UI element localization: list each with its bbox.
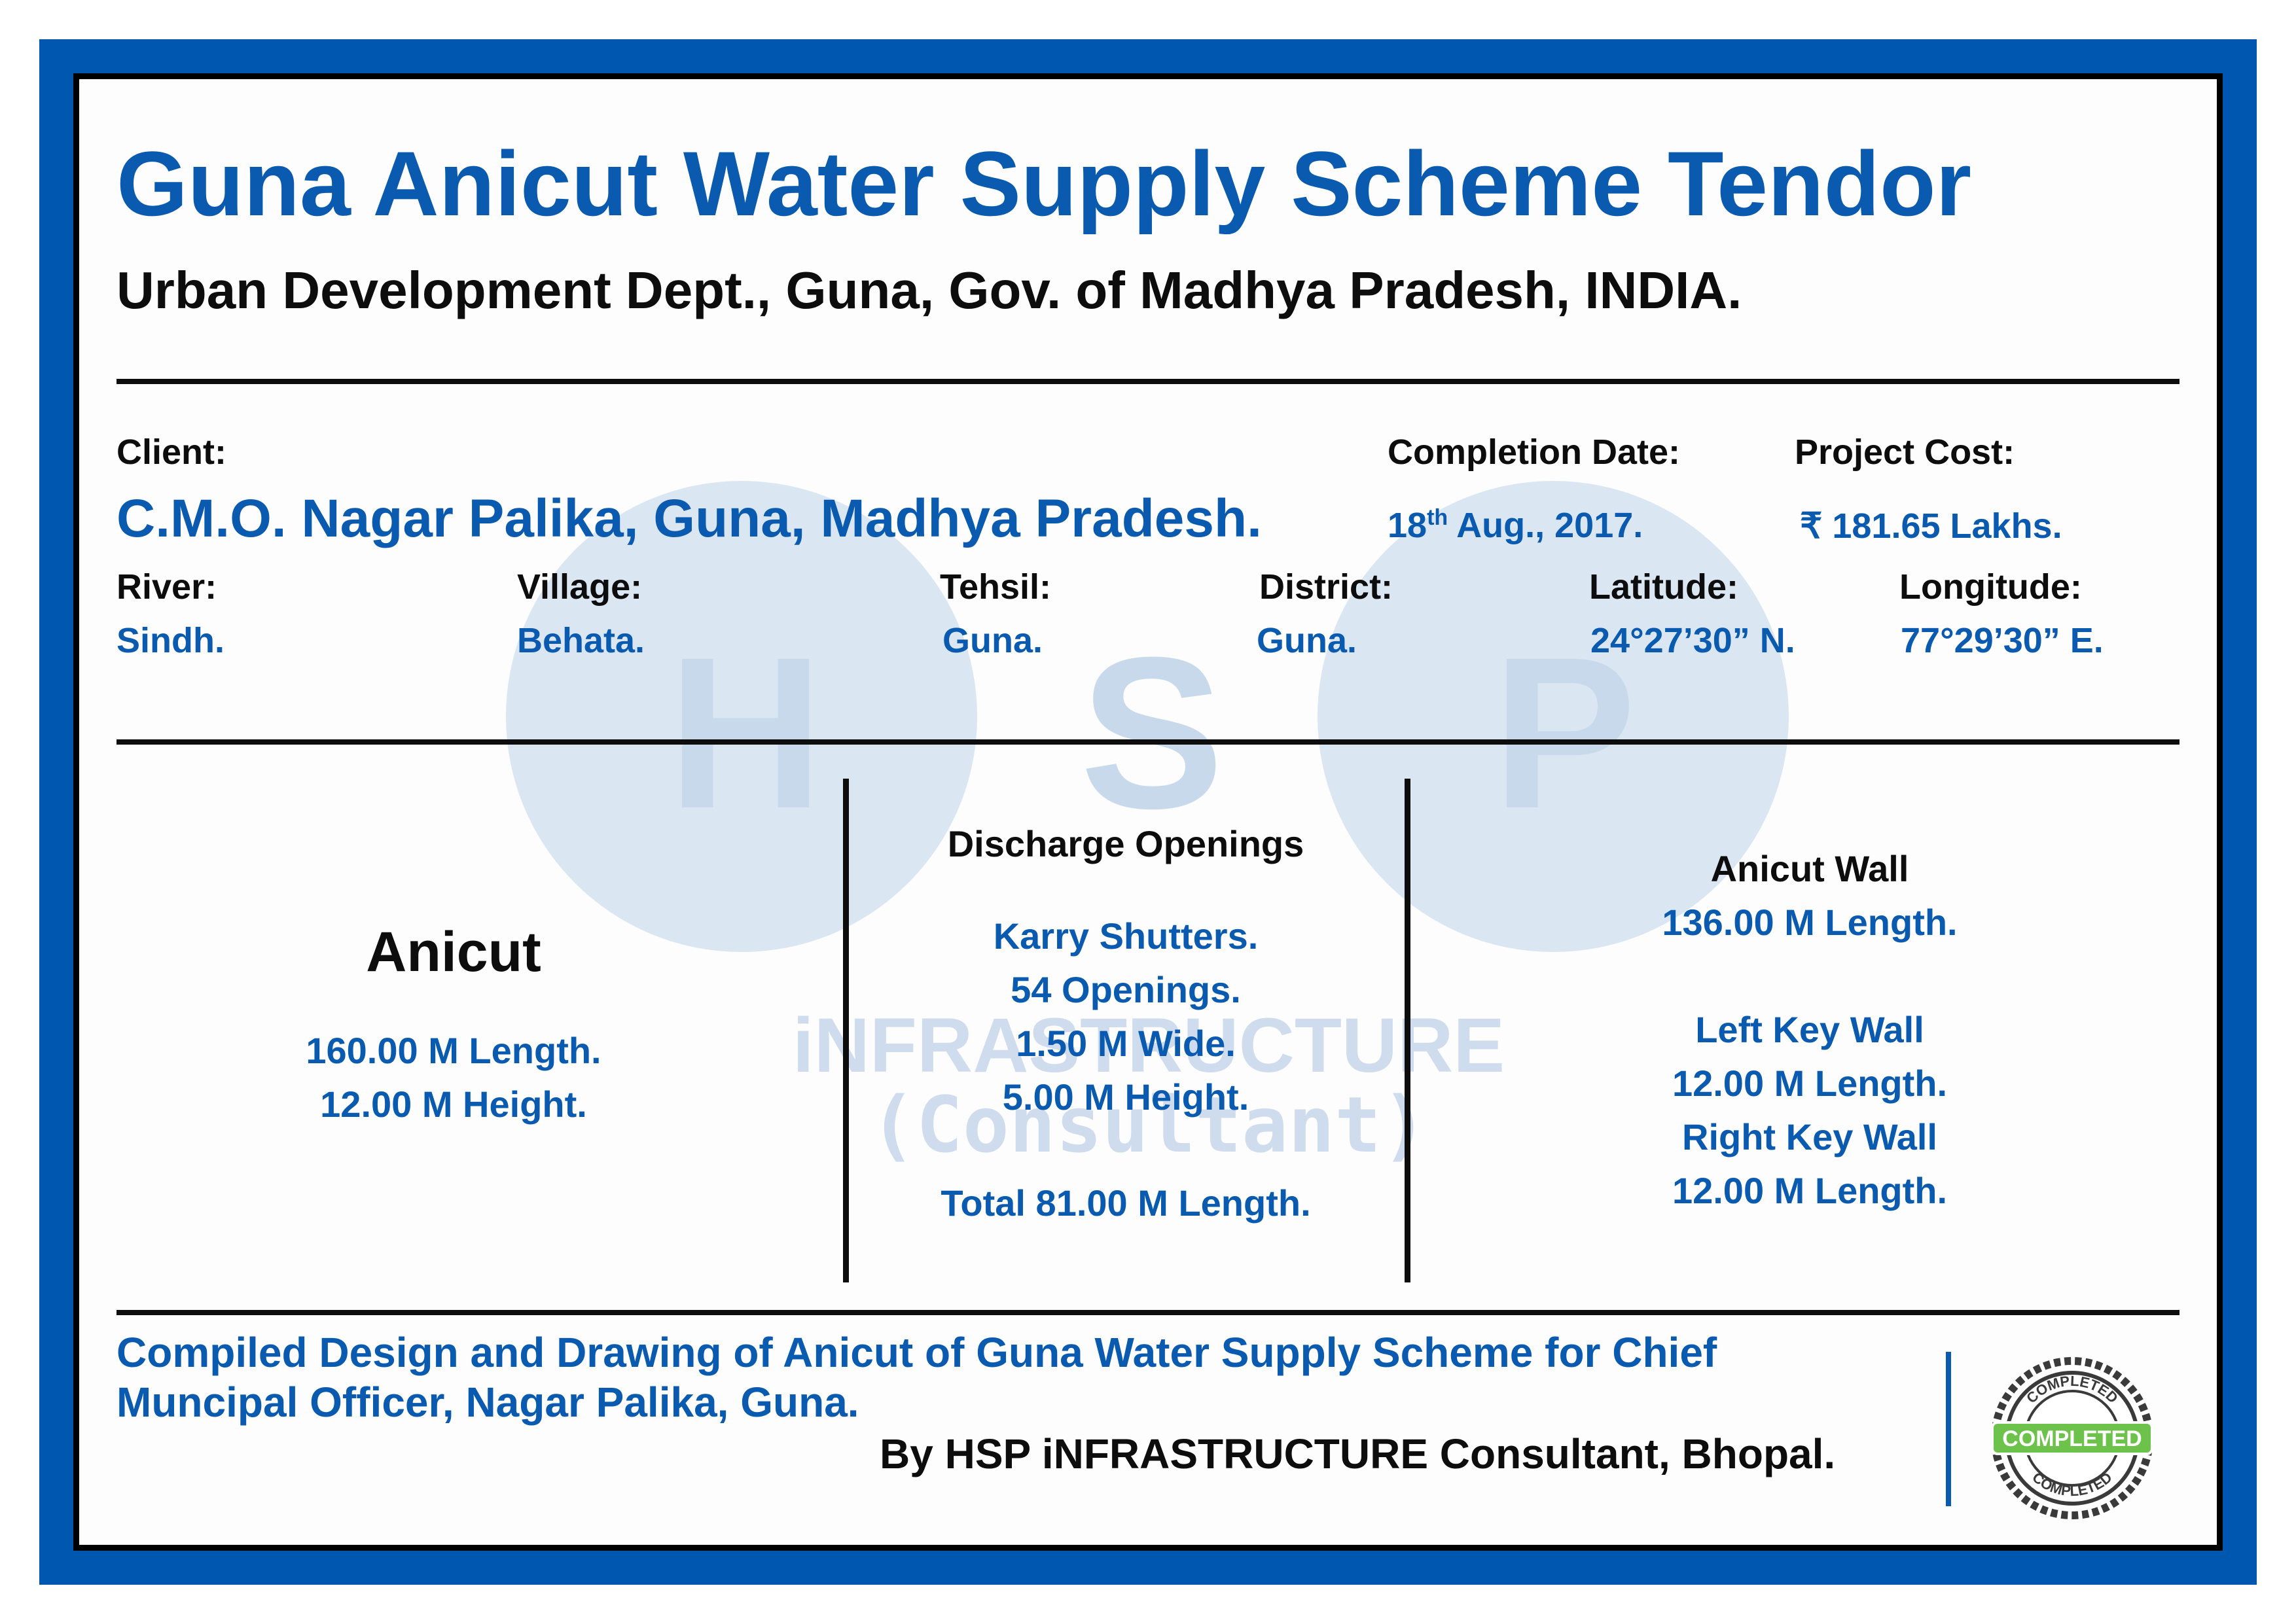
footer-description-line1: Compiled Design and Drawing of Anicut of…: [117, 1329, 1717, 1376]
anicut-section: Anicut 160.00 M Length. 12.00 M Height.: [117, 913, 791, 1131]
completion-date-label: Completion Date:: [1388, 432, 1681, 472]
completion-day: 18: [1388, 506, 1427, 545]
discharge-heading: Discharge Openings: [947, 823, 1304, 864]
seal-banner-text: COMPLETED: [2002, 1426, 2142, 1451]
divider-bottom: [117, 1310, 2179, 1315]
village-value: Behata.: [517, 621, 645, 660]
seal-banner: [1991, 1421, 2153, 1455]
watermark-circle-h: [506, 481, 977, 952]
anicut-wall-section: Anicut Wall 136.00 M Length. Left Key Wa…: [1414, 842, 2206, 1218]
project-cost-label: Project Cost:: [1795, 432, 2015, 472]
latitude-label: Latitude:: [1589, 567, 1738, 607]
anicut-wall-length: 136.00 M Length.: [1662, 902, 1958, 943]
client-label: Client:: [117, 432, 226, 472]
discharge-line-wide: 1.50 M Wide.: [1016, 1023, 1236, 1064]
longitude-label: Longitude:: [1899, 567, 2082, 607]
discharge-line-height: 5.00 M Height.: [1002, 1076, 1249, 1118]
client-value: C.M.O. Nagar Palika, Guna, Madhya Prades…: [117, 489, 1262, 548]
page-title: Guna Anicut Water Supply Scheme Tendor: [117, 132, 1972, 235]
anicut-heading: Anicut: [366, 921, 541, 983]
discharge-line-openings: 54 Openings.: [1011, 969, 1241, 1010]
discharge-line-shutters: Karry Shutters.: [993, 915, 1259, 957]
river-label: River:: [117, 567, 217, 607]
divider-middle: [117, 739, 2179, 745]
divider-top: [117, 379, 2179, 384]
page-subtitle: Urban Development Dept., Guna, Gov. of M…: [117, 261, 1742, 319]
footer-description-line2: Muncipal Officer, Nagar Palika, Guna.: [117, 1379, 859, 1426]
left-key-wall-heading: Left Key Wall: [1695, 1009, 1924, 1050]
completed-seal-icon: COMPLETED COMPLETED COMPLETED: [1991, 1357, 2153, 1519]
completion-month-year: Aug., 2017.: [1448, 506, 1643, 545]
watermark-consultant: (Consultant): [869, 1080, 1428, 1170]
watermark-letter-p: P: [1492, 612, 1637, 853]
seal-divider: [1946, 1352, 1951, 1506]
tehsil-value: Guna.: [942, 621, 1043, 660]
watermark-letter-s: S: [1080, 612, 1225, 853]
watermark-letter-h: H: [668, 612, 824, 853]
latitude-value: 24°27’30” N.: [1590, 621, 1795, 660]
village-label: Village:: [517, 567, 643, 607]
completion-day-suffix: th: [1427, 505, 1448, 530]
discharge-total: Total 81.00 M Length.: [941, 1182, 1311, 1224]
river-value: Sindh.: [117, 621, 224, 660]
project-cost-value: ₹ 181.65 Lakhs.: [1800, 506, 2062, 546]
anicut-length: 160.00 M Length.: [306, 1030, 601, 1071]
left-key-wall-length: 12.00 M Length.: [1672, 1063, 1948, 1104]
right-key-wall-heading: Right Key Wall: [1682, 1116, 1937, 1157]
district-value: Guna.: [1257, 621, 1357, 660]
longitude-value: 77°29’30” E.: [1901, 621, 2104, 660]
content-card: [79, 79, 2217, 1545]
watermark-circle-p: [1318, 481, 1789, 952]
anicut-height: 12.00 M Height.: [320, 1084, 587, 1125]
district-label: District:: [1259, 567, 1393, 607]
anicut-wall-heading: Anicut Wall: [1710, 848, 1909, 889]
completion-date-value: 18th Aug., 2017.: [1388, 505, 1643, 546]
tehsil-label: Tehsil:: [940, 567, 1052, 607]
discharge-openings-section: Discharge Openings Karry Shutters. 54 Op…: [851, 818, 1401, 1230]
right-key-wall-length: 12.00 M Length.: [1672, 1170, 1948, 1211]
column-divider-right: [1405, 779, 1410, 1282]
footer-byline: By HSP iNFRASTRUCTURE Consultant, Bhopal…: [880, 1430, 1836, 1477]
watermark-infrastructure: iNFRASTRUCTURE: [792, 1002, 1505, 1089]
column-divider-left: [843, 779, 849, 1282]
